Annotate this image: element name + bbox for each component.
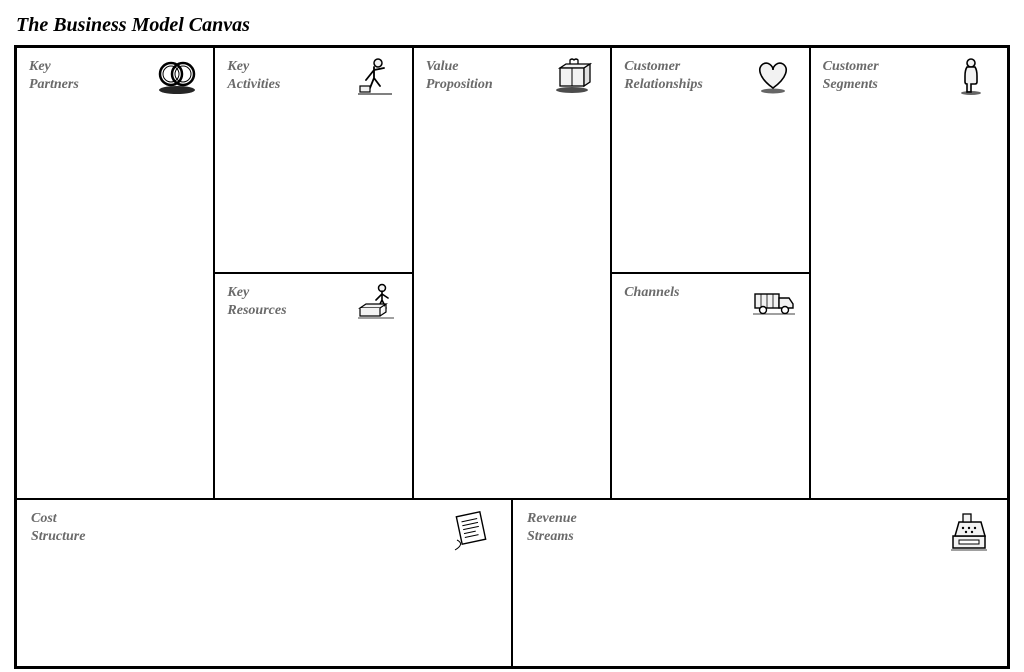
worker-icon xyxy=(352,56,400,96)
cell-key-partners: Key Partners xyxy=(17,48,213,498)
heart-icon xyxy=(749,56,797,96)
label-channels: Channels xyxy=(624,284,679,302)
person-icon xyxy=(947,56,995,96)
top-row: Key Partners Key Ac xyxy=(17,48,1007,498)
page-title: The Business Model Canvas xyxy=(14,10,1010,45)
cell-key-activities: Key Activities xyxy=(215,48,411,272)
cell-customer-relationships: Customer Relationships xyxy=(612,48,808,272)
cell-cost-structure: Cost Structure xyxy=(17,500,511,666)
col-customer-segments: Customer Segments xyxy=(809,48,1007,498)
bmc-canvas: Key Partners Key Ac xyxy=(14,45,1010,669)
label-cost-structure: Cost Structure xyxy=(31,510,85,545)
col-activities-resources: Key Activities Key Resources xyxy=(213,48,411,498)
rings-icon xyxy=(153,56,201,96)
label-revenue-streams: Revenue Streams xyxy=(527,510,577,545)
label-key-activities: Key Activities xyxy=(227,58,280,93)
cell-channels: Channels xyxy=(612,272,808,498)
cell-customer-segments: Customer Segments xyxy=(811,48,1007,498)
document-icon xyxy=(445,508,497,556)
label-customer-segments: Customer Segments xyxy=(823,58,879,93)
label-customer-relationships: Customer Relationships xyxy=(624,58,703,93)
bottom-row: Cost Structure xyxy=(17,498,1007,666)
label-key-partners: Key Partners xyxy=(29,58,79,93)
col-value-proposition: Value Proposition xyxy=(412,48,610,498)
cell-revenue-streams: Revenue Streams xyxy=(511,500,1007,666)
giftbox-icon xyxy=(550,56,598,96)
cell-value-proposition: Value Proposition xyxy=(414,48,610,498)
label-key-resources: Key Resources xyxy=(227,284,286,319)
col-key-partners: Key Partners xyxy=(17,48,213,498)
col-relationships-channels: Customer Relationships Channels xyxy=(610,48,808,498)
cell-key-resources: Key Resources xyxy=(215,272,411,498)
label-value-proposition: Value Proposition xyxy=(426,58,493,93)
truck-icon xyxy=(749,282,797,322)
figure-box-icon xyxy=(352,282,400,322)
cash-register-icon xyxy=(941,508,993,556)
